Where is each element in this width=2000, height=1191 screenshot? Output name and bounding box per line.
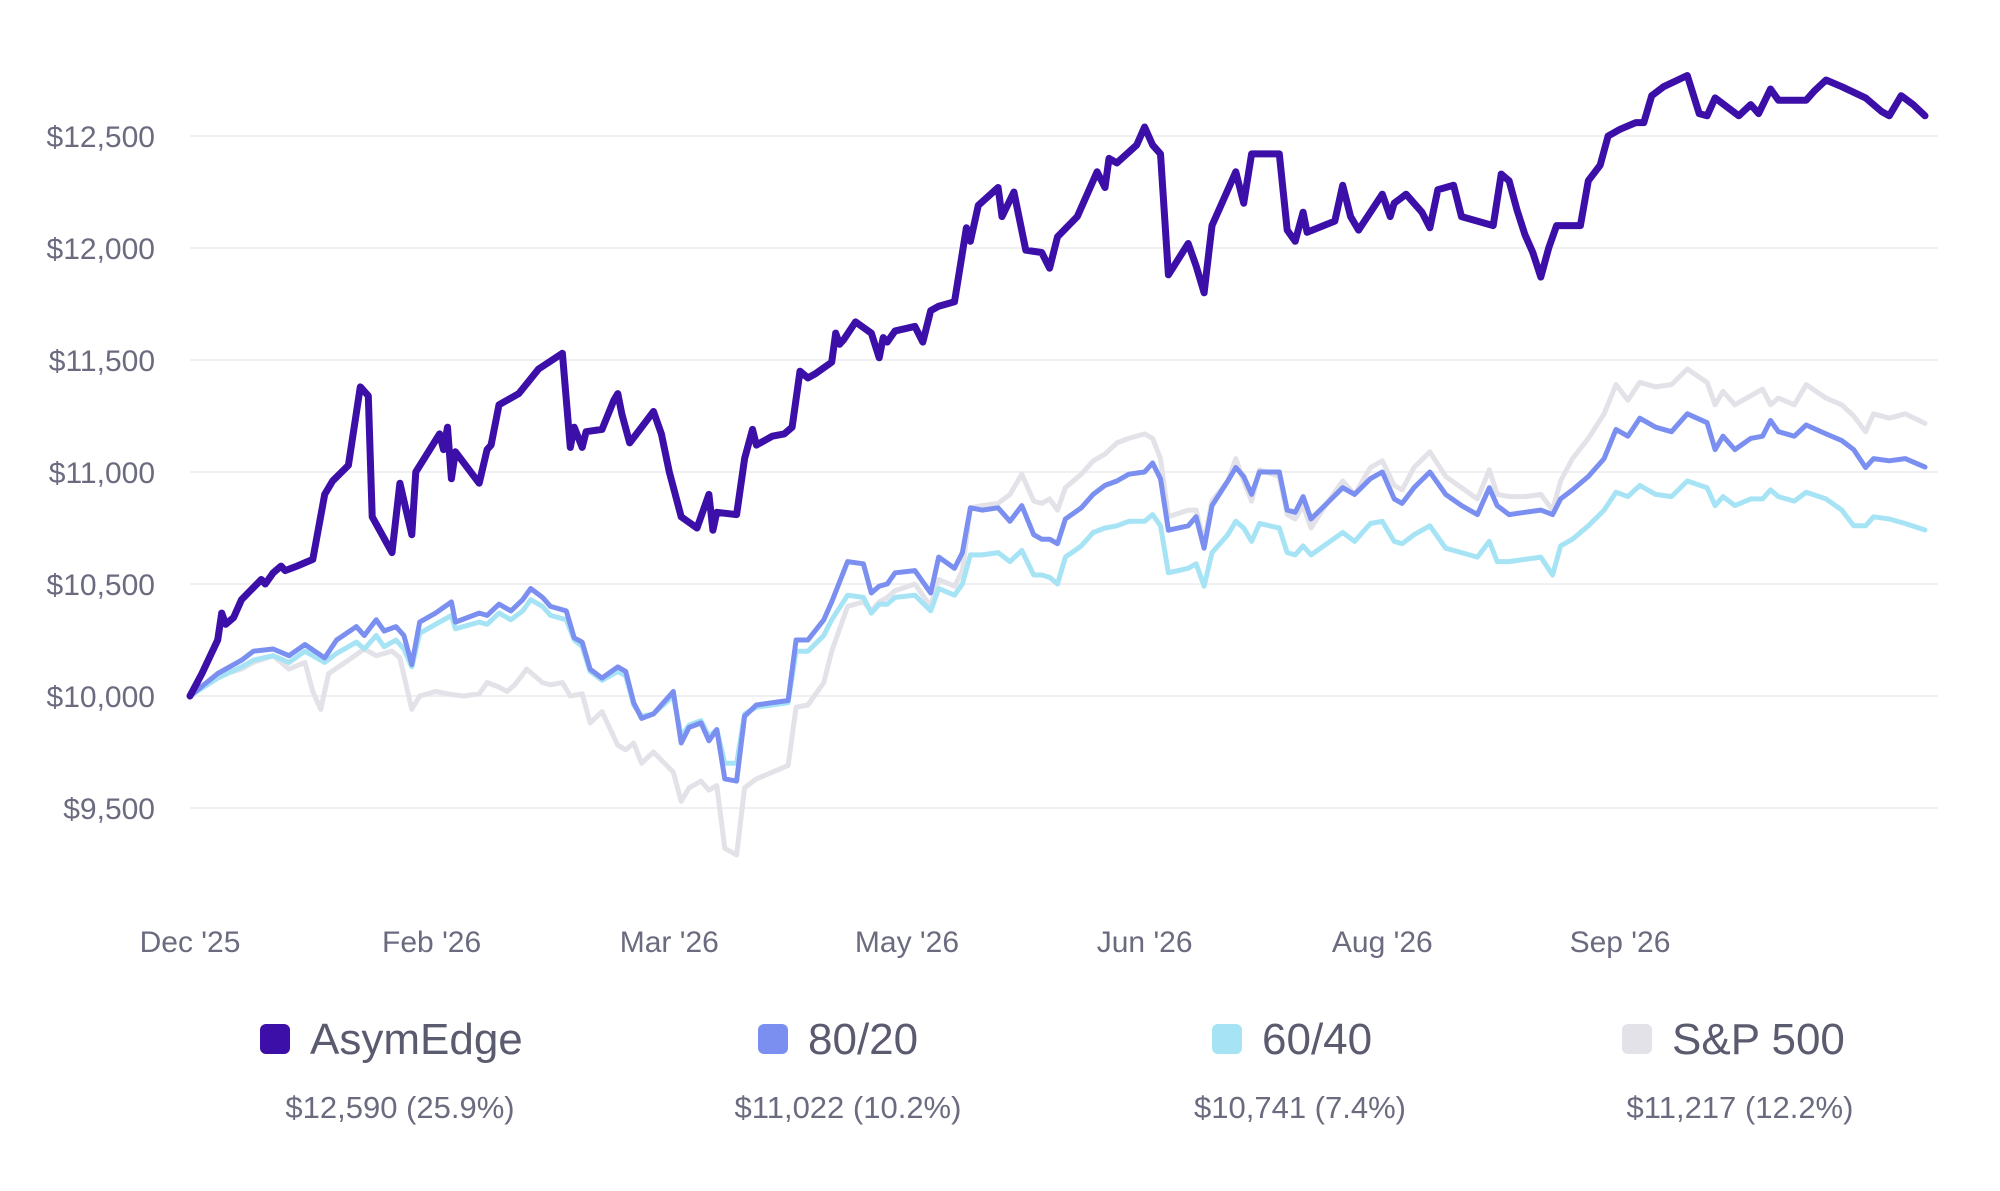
legend-item[interactable]: S&P 500 $11,217 (12.2%) xyxy=(1622,1015,1853,1125)
legend-swatch xyxy=(260,1024,290,1054)
series-line-s-p-500 xyxy=(187,366,1928,858)
legend-label: S&P 500 xyxy=(1672,1015,1845,1064)
legend-value: $11,022 (10.2%) xyxy=(735,1090,962,1125)
legend: AsymEdge $12,590 (25.9%) 80/20 $11,022 (10.… xyxy=(260,1015,1853,1125)
y-tick-label: $10,000 xyxy=(47,681,155,714)
y-tick-label: $11,000 xyxy=(49,457,155,490)
series-line-80-20 xyxy=(187,411,1928,784)
legend-label: AsymEdge xyxy=(310,1015,523,1064)
y-tick-label: $9,500 xyxy=(63,793,155,826)
legend-swatch xyxy=(1212,1024,1242,1054)
x-tick-label: Jun '26 xyxy=(1097,926,1193,959)
y-axis: $9,500 $10,000 $10,500 $11,000 $11,500 $12,00… xyxy=(47,121,155,826)
x-tick-label: Aug '26 xyxy=(1332,926,1433,959)
y-tick-label: $12,000 xyxy=(47,233,155,266)
y-tick-label: $10,500 xyxy=(47,569,155,602)
legend-item[interactable]: 60/40 $10,741 (7.4%) xyxy=(1194,1015,1406,1125)
series-line-60-40 xyxy=(187,478,1928,766)
legend-value: $12,590 (25.9%) xyxy=(285,1090,514,1125)
x-tick-label: May '26 xyxy=(855,926,959,959)
x-axis: Dec '25 Feb '26 Mar '26 May '26 Jun '26 Aug '… xyxy=(140,926,1671,959)
x-tick-label: Dec '25 xyxy=(140,926,241,959)
x-tick-label: Sep '26 xyxy=(1570,926,1671,959)
y-tick-label: $11,500 xyxy=(49,345,155,378)
legend-value: $11,217 (12.2%) xyxy=(1627,1090,1854,1125)
x-tick-label: Feb '26 xyxy=(382,926,481,959)
y-tick-label: $12,500 xyxy=(47,121,155,154)
legend-item[interactable]: 80/20 $11,022 (10.2%) xyxy=(735,1015,962,1125)
legend-swatch xyxy=(758,1024,788,1054)
series-layer xyxy=(186,72,1929,858)
legend-item[interactable]: AsymEdge $12,590 (25.9%) xyxy=(260,1015,523,1125)
series-line-asymedge xyxy=(186,72,1929,700)
legend-label: 60/40 xyxy=(1262,1015,1372,1064)
x-tick-label: Mar '26 xyxy=(620,926,719,959)
legend-label: 80/20 xyxy=(808,1015,918,1064)
legend-swatch xyxy=(1622,1024,1652,1054)
legend-value: $10,741 (7.4%) xyxy=(1194,1090,1406,1125)
